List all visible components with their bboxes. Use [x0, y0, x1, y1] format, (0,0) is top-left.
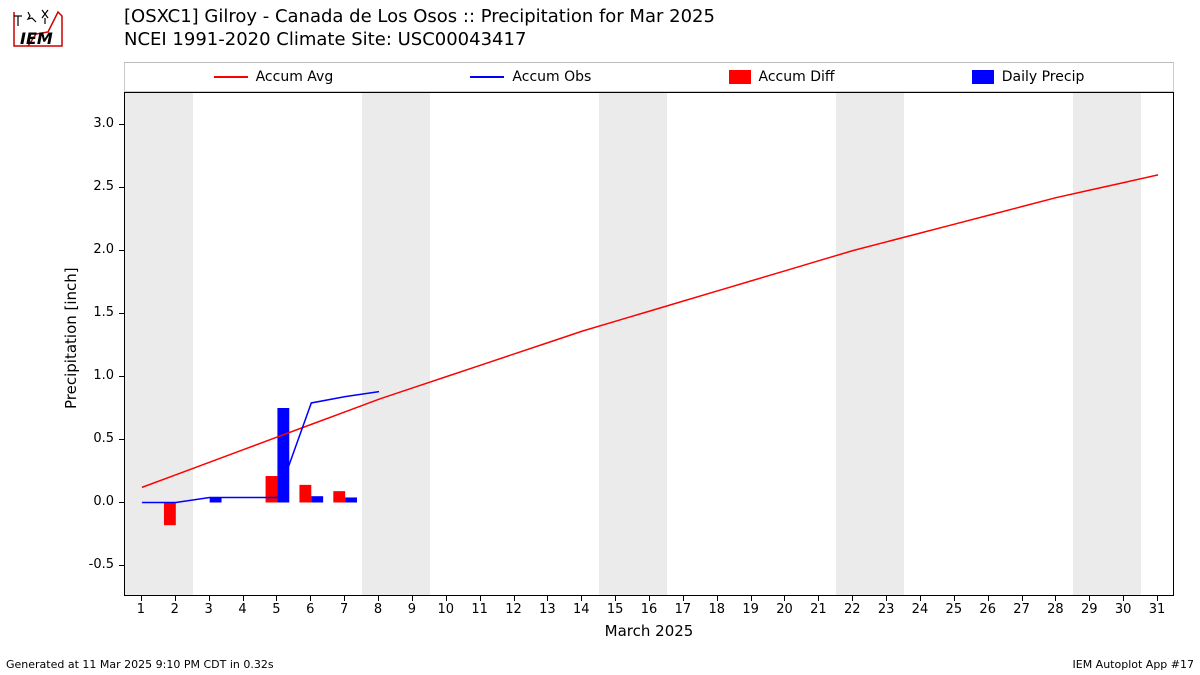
x-axis-label: March 2025 — [124, 622, 1174, 640]
legend-label: Accum Obs — [512, 69, 591, 85]
ytick-label: 0.5 — [74, 431, 114, 446]
legend-swatch-accum-avg — [214, 76, 248, 78]
legend-item-accum-obs: Accum Obs — [470, 69, 591, 85]
plot-area — [124, 92, 1174, 596]
xtick-label: 7 — [332, 602, 356, 617]
legend-item-accum-avg: Accum Avg — [214, 69, 334, 85]
xtick-label: 31 — [1145, 602, 1169, 617]
y-axis-label: Precipitation [inch] — [62, 267, 80, 409]
ytick-label: 1.5 — [74, 305, 114, 320]
legend-swatch-accum-obs — [470, 76, 504, 78]
ytick-mark — [119, 565, 124, 566]
accum-diff-bar — [333, 491, 345, 502]
xtick-label: 16 — [637, 602, 661, 617]
xtick-label: 14 — [569, 602, 593, 617]
xtick-label: 24 — [908, 602, 932, 617]
xtick-label: 1 — [129, 602, 153, 617]
ytick-label: 2.0 — [74, 242, 114, 257]
xtick-label: 30 — [1111, 602, 1135, 617]
xtick-label: 17 — [671, 602, 695, 617]
legend-swatch-accum-diff — [729, 70, 751, 84]
accum-diff-bar — [299, 485, 311, 503]
xtick-label: 20 — [772, 602, 796, 617]
ytick-label: 3.0 — [74, 116, 114, 131]
xtick-label: 2 — [163, 602, 187, 617]
legend-label: Daily Precip — [1002, 69, 1085, 85]
legend-item-daily-precip: Daily Precip — [972, 69, 1085, 85]
xtick-label: 11 — [468, 602, 492, 617]
xtick-label: 3 — [197, 602, 221, 617]
xtick-label: 25 — [942, 602, 966, 617]
title-line-2: NCEI 1991-2020 Climate Site: USC00043417 — [124, 29, 715, 52]
xtick-label: 8 — [366, 602, 390, 617]
legend-label: Accum Diff — [759, 69, 835, 85]
daily-precip-bar — [210, 497, 222, 502]
xtick-label: 26 — [976, 602, 1000, 617]
ytick-label: 2.5 — [74, 179, 114, 194]
footer-app: IEM Autoplot App #17 — [1073, 658, 1195, 671]
chart-legend: Accum Avg Accum Obs Accum Diff Daily Pre… — [124, 62, 1174, 92]
ytick-label: -0.5 — [74, 557, 114, 572]
chart-svg — [125, 93, 1175, 597]
xtick-label: 13 — [535, 602, 559, 617]
xtick-label: 19 — [739, 602, 763, 617]
accum-obs-line — [142, 392, 379, 503]
svg-text:IEM: IEM — [20, 29, 53, 48]
ytick-mark — [119, 439, 124, 440]
ytick-mark — [119, 313, 124, 314]
ytick-mark — [119, 376, 124, 377]
xtick-label: 10 — [434, 602, 458, 617]
ytick-mark — [119, 250, 124, 251]
daily-precip-bar — [345, 497, 357, 502]
xtick-label: 21 — [806, 602, 830, 617]
legend-item-accum-diff: Accum Diff — [729, 69, 835, 85]
xtick-label: 4 — [231, 602, 255, 617]
accum-diff-bar — [266, 476, 278, 502]
daily-precip-bar — [311, 496, 323, 502]
xtick-label: 29 — [1077, 602, 1101, 617]
footer-generated: Generated at 11 Mar 2025 9:10 PM CDT in … — [6, 658, 274, 671]
xtick-label: 5 — [264, 602, 288, 617]
ytick-label: 1.0 — [74, 368, 114, 383]
xtick-label: 28 — [1043, 602, 1067, 617]
xtick-label: 9 — [400, 602, 424, 617]
xtick-label: 12 — [502, 602, 526, 617]
xtick-label: 27 — [1010, 602, 1034, 617]
accum-avg-line — [142, 175, 1158, 487]
title-line-1: [OSXC1] Gilroy - Canada de Los Osos :: P… — [124, 6, 715, 29]
accum-diff-bar — [164, 503, 176, 526]
xtick-label: 18 — [705, 602, 729, 617]
ytick-mark — [119, 124, 124, 125]
xtick-label: 22 — [840, 602, 864, 617]
xtick-label: 6 — [298, 602, 322, 617]
ytick-label: 0.0 — [74, 494, 114, 509]
xtick-label: 15 — [603, 602, 627, 617]
daily-precip-bar — [277, 408, 289, 503]
ytick-mark — [119, 187, 124, 188]
legend-label: Accum Avg — [256, 69, 334, 85]
legend-swatch-daily-precip — [972, 70, 994, 84]
ytick-mark — [119, 502, 124, 503]
iem-logo-icon: IEM — [8, 4, 68, 54]
chart-title: [OSXC1] Gilroy - Canada de Los Osos :: P… — [124, 6, 715, 51]
xtick-label: 23 — [874, 602, 898, 617]
